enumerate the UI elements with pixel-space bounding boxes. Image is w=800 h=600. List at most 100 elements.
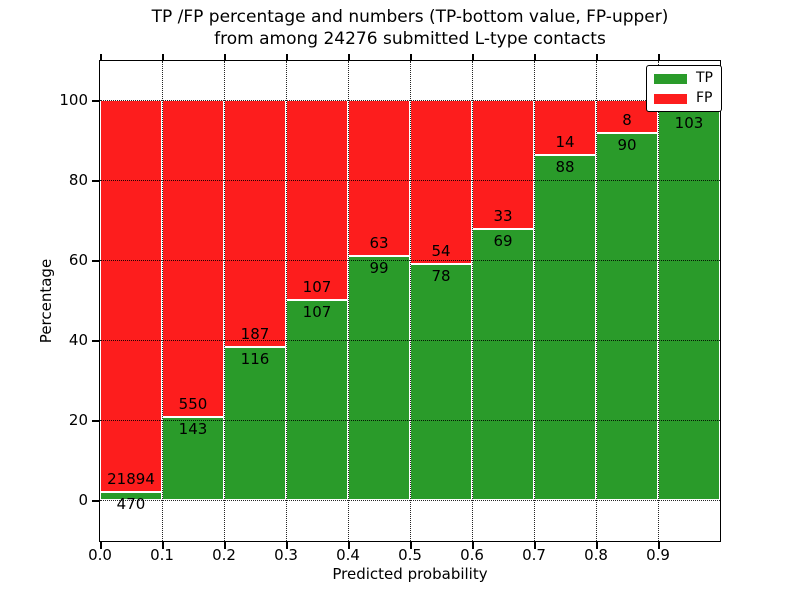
- x-tick-label: 0.9: [646, 546, 670, 564]
- fp-count-label: 14: [555, 132, 575, 151]
- x-gridline: [162, 61, 163, 541]
- x-tick-label: 0.2: [212, 546, 236, 564]
- fp-count-label: 550: [178, 395, 208, 414]
- x-tick: [472, 542, 474, 549]
- x-tick-label: 0.4: [336, 546, 360, 564]
- x-tick-top: [472, 54, 474, 60]
- x-axis-label: Predicted probability: [332, 565, 488, 583]
- tp-bar-segment: [596, 132, 658, 500]
- x-tick-top: [100, 54, 102, 60]
- x-tick-top: [534, 54, 536, 60]
- y-tick: [92, 100, 99, 102]
- x-tick: [286, 542, 288, 549]
- y-tick-label: 40: [68, 331, 88, 349]
- tp-bar-segment: [348, 255, 410, 500]
- chart-title-line2: from among 24276 submitted L-type contac…: [214, 29, 606, 49]
- x-gridline: [472, 61, 473, 541]
- fp-swatch-icon: [654, 93, 687, 104]
- y-tick-label: 60: [68, 251, 88, 269]
- x-tick-label: 0.6: [460, 546, 484, 564]
- x-tick: [596, 542, 598, 549]
- fp-bar-segment: [472, 100, 534, 230]
- x-tick-label: 0.7: [522, 546, 546, 564]
- x-gridline: [286, 61, 287, 541]
- x-tick-label: 0.3: [274, 546, 298, 564]
- fp-count-label: 54: [431, 241, 451, 260]
- y-tick: [92, 420, 99, 422]
- fp-count-label: 8: [622, 110, 632, 129]
- tp-bar-segment: [100, 491, 162, 500]
- fp-count-label: 187: [240, 324, 270, 343]
- y-tick-label: 80: [68, 171, 88, 189]
- x-tick-top: [410, 54, 412, 60]
- x-gridline: [348, 61, 349, 541]
- y-tick: [92, 340, 99, 342]
- fp-count-label: 107: [302, 278, 332, 296]
- legend-entry-fp: FP: [654, 91, 713, 106]
- x-tick: [658, 542, 660, 549]
- chart-title: TP /FP percentage and numbers (TP-bottom…: [10, 6, 800, 50]
- x-gridline: [224, 61, 225, 541]
- y-tick: [92, 180, 99, 182]
- y-tick-label: 0: [78, 491, 88, 509]
- x-tick-top: [162, 54, 164, 60]
- tp-bar-segment: [534, 154, 596, 500]
- legend: TP FP: [646, 65, 722, 112]
- x-gridline: [596, 61, 597, 541]
- x-tick: [348, 542, 350, 549]
- tp-bar-segment: [410, 263, 472, 500]
- x-gridline: [658, 61, 659, 541]
- tp-count-label: 78: [431, 266, 451, 285]
- tp-bar-segment: [658, 111, 720, 500]
- y-tick-label: 100: [59, 91, 88, 109]
- tp-bar-segment: [472, 229, 534, 500]
- fp-count-label: 63: [369, 233, 389, 252]
- legend-label: TP: [696, 70, 713, 86]
- y-tick: [92, 260, 99, 262]
- tp-count-label: 90: [617, 135, 637, 154]
- tp-bar-segment: [224, 346, 286, 500]
- fp-bar-segment: [100, 100, 162, 492]
- tp-count-label: 99: [369, 258, 389, 277]
- fp-bar-segment: [348, 100, 410, 256]
- tp-swatch-icon: [654, 73, 687, 84]
- fp-bar-segment: [286, 100, 348, 300]
- x-tick-top: [658, 54, 660, 60]
- legend-label: FP: [696, 90, 713, 106]
- x-tick-label: 0.0: [88, 546, 112, 564]
- x-tick-label: 0.8: [584, 546, 608, 564]
- legend-entry-tp: TP: [654, 71, 713, 86]
- fp-bar-segment: [534, 100, 596, 155]
- y-tick-label: 20: [68, 411, 88, 429]
- x-gridline: [534, 61, 535, 541]
- x-gridline: [410, 61, 411, 541]
- x-tick-label: 0.1: [150, 546, 174, 564]
- tp-count-label: 88: [555, 157, 575, 176]
- x-tick-top: [286, 54, 288, 60]
- fp-bar-segment: [162, 100, 224, 418]
- x-tick: [410, 542, 412, 549]
- x-tick-top: [596, 54, 598, 60]
- y-tick: [92, 500, 99, 502]
- tp-count-label: 69: [493, 232, 513, 251]
- chart-title-line1: TP /FP percentage and numbers (TP-bottom…: [151, 7, 669, 27]
- x-tick: [224, 542, 226, 549]
- x-tick-top: [348, 54, 350, 60]
- x-tick-label: 0.5: [398, 546, 422, 564]
- tp-count-label: 107: [302, 303, 332, 321]
- x-tick-top: [224, 54, 226, 60]
- fp-count-label: 21894: [107, 469, 155, 488]
- plot-area: TP FP 21894 470 550 143 187 116 107 107 63 99 54 78 3…: [99, 60, 722, 542]
- tp-count-label: 116: [240, 349, 270, 368]
- fp-count-label: 33: [493, 207, 513, 226]
- x-tick: [534, 542, 536, 549]
- fp-bar-segment: [224, 100, 286, 347]
- x-tick: [100, 542, 102, 549]
- tp-count-label: 143: [178, 420, 208, 439]
- tp-count-label: 103: [674, 114, 704, 133]
- tp-count-label: 470: [116, 494, 146, 513]
- tp-bar-segment: [286, 300, 348, 500]
- x-tick: [162, 542, 164, 549]
- fp-bar-segment: [410, 100, 472, 264]
